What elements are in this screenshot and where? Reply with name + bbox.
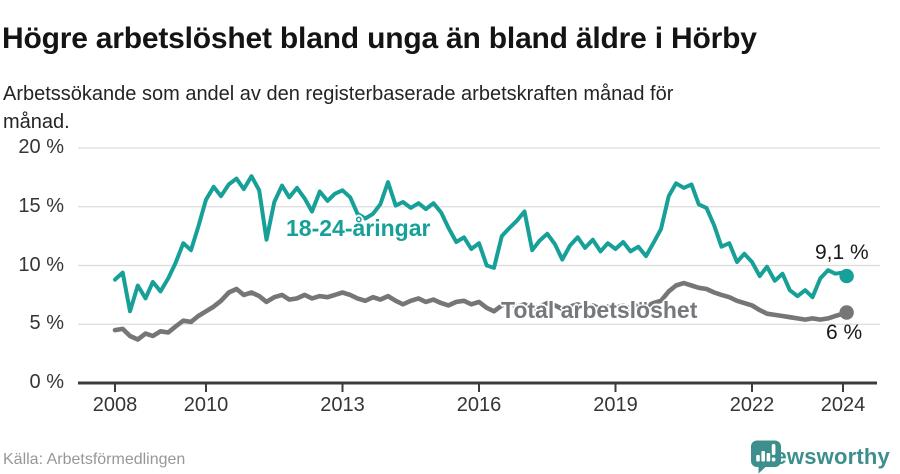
x-tick-label: 2010 xyxy=(183,394,229,416)
plot-canvas xyxy=(78,147,880,392)
y-tick-label: 20 % xyxy=(18,136,64,158)
youth-line xyxy=(113,174,849,314)
x-tick-label: 2022 xyxy=(729,394,775,416)
newsworthy-logo[interactable]: Newsworthy xyxy=(750,440,890,474)
end-value-youth: 9,1 % xyxy=(815,241,869,264)
y-tick-label: 5 % xyxy=(29,312,64,335)
x-tick-label: 2019 xyxy=(593,394,638,416)
y-tick-label: 10 % xyxy=(18,253,64,276)
source-note: Källa: Arbetsförmedlingen xyxy=(3,451,186,468)
chart-subtitle: Arbetssökande som andel av den registerb… xyxy=(3,83,674,134)
total-line xyxy=(112,280,849,342)
y-tick-label: 15 % xyxy=(18,194,64,217)
x-tick-label: 2016 xyxy=(456,394,502,416)
youth-end-dot xyxy=(839,268,854,284)
page-title: Högre arbetslöshet bland unga än bland ä… xyxy=(2,22,757,56)
series-label-youth: 18-24-åringar xyxy=(286,215,431,241)
end-value-total: 6 % xyxy=(826,321,863,344)
series-label-total: Total arbetslöshet xyxy=(501,297,698,323)
x-tick-label: 2008 xyxy=(92,394,138,416)
x-tick-label: 2024 xyxy=(820,394,866,416)
y-tick-label: 0 % xyxy=(29,371,64,393)
total-end-dot xyxy=(839,305,854,320)
x-tick-label: 2013 xyxy=(320,394,365,416)
line-chart: 0 % 5 % 10 % 15 % 20 % 2008 2010 2013 2016 2019 2… xyxy=(18,136,880,416)
